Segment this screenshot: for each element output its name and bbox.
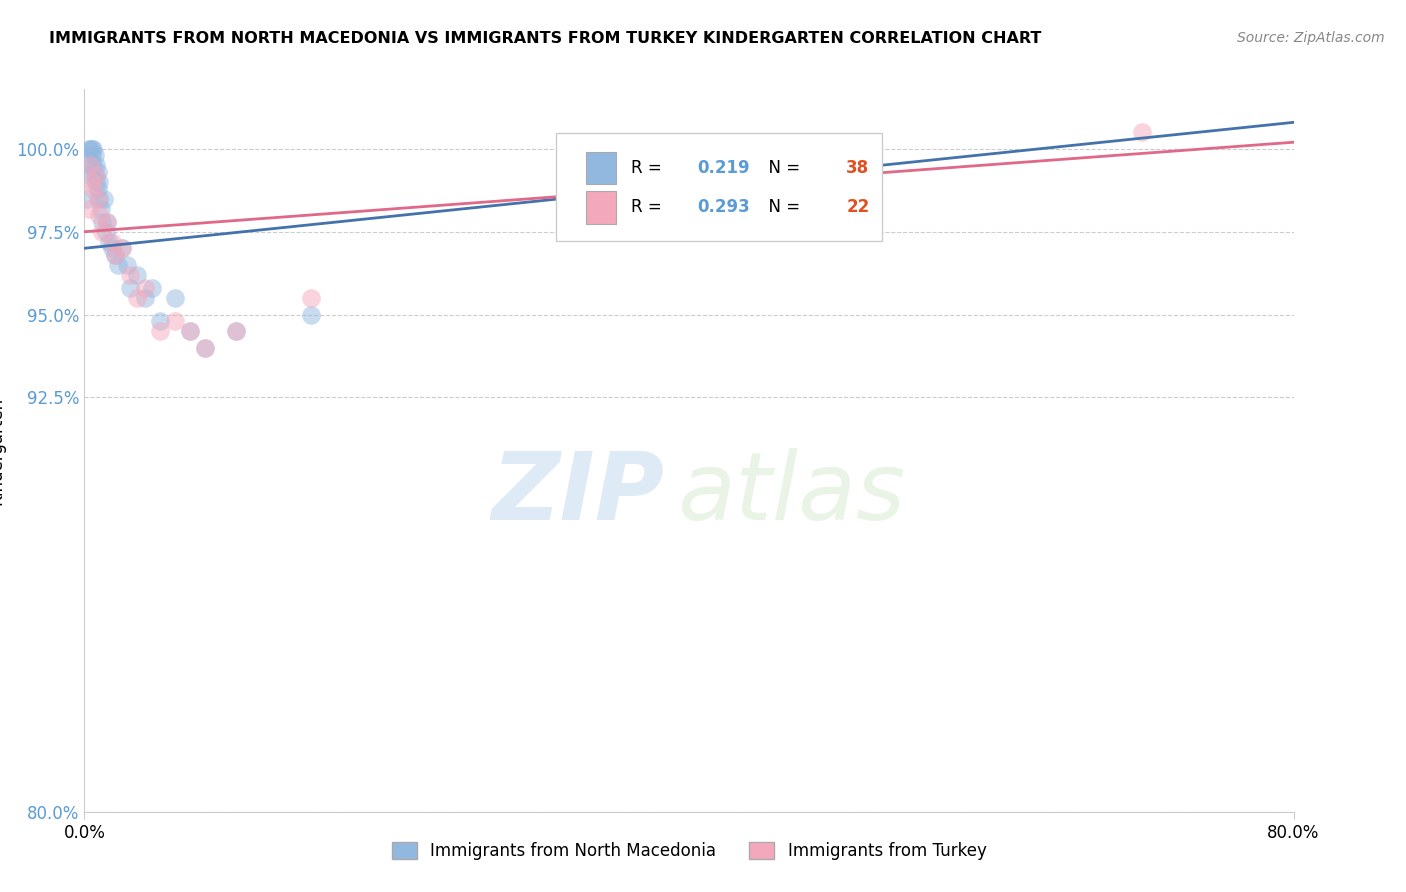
Point — [84, 169, 107, 183]
Point — [165, 314, 187, 328]
FancyBboxPatch shape — [586, 152, 616, 185]
Point — [104, 248, 127, 262]
FancyBboxPatch shape — [555, 133, 883, 241]
Point — [76, 192, 98, 206]
Point — [97, 235, 120, 249]
Point — [87, 165, 110, 179]
Point — [225, 324, 247, 338]
Point — [77, 169, 100, 183]
Point — [79, 158, 101, 172]
Point — [80, 142, 103, 156]
Text: 22: 22 — [846, 198, 869, 217]
Point — [115, 258, 138, 272]
FancyBboxPatch shape — [586, 191, 616, 224]
Point — [96, 215, 118, 229]
Point — [127, 291, 149, 305]
Point — [225, 324, 247, 338]
Point — [90, 202, 112, 216]
Point — [149, 314, 172, 328]
Point — [87, 192, 110, 206]
Point — [94, 225, 117, 239]
Point — [111, 241, 134, 255]
Text: 0.293: 0.293 — [697, 198, 751, 217]
Point — [194, 341, 217, 355]
Point — [89, 175, 111, 189]
Point — [91, 225, 114, 239]
Point — [79, 158, 101, 172]
Point — [299, 291, 322, 305]
Point — [77, 142, 100, 156]
Text: Source: ZipAtlas.com: Source: ZipAtlas.com — [1237, 31, 1385, 45]
Point — [82, 142, 104, 156]
Text: atlas: atlas — [676, 449, 905, 540]
Point — [80, 148, 103, 162]
Point — [104, 248, 127, 262]
Text: N =: N = — [758, 159, 806, 177]
Point — [89, 208, 111, 222]
Point — [86, 158, 108, 172]
Point — [134, 281, 156, 295]
Point — [100, 235, 122, 249]
Text: R =: R = — [631, 198, 666, 217]
Point — [179, 324, 201, 338]
Text: 0.219: 0.219 — [697, 159, 749, 177]
Y-axis label: Kindergarten: Kindergarten — [0, 396, 6, 505]
Point — [111, 241, 134, 255]
Point — [107, 258, 129, 272]
Point — [118, 268, 141, 282]
Point — [149, 324, 172, 338]
Point — [100, 241, 122, 255]
Text: 38: 38 — [846, 159, 869, 177]
Point — [93, 192, 115, 206]
Point — [299, 308, 322, 322]
Point — [118, 281, 141, 295]
Point — [96, 215, 118, 229]
Text: R =: R = — [631, 159, 666, 177]
Legend: Immigrants from North Macedonia, Immigrants from Turkey: Immigrants from North Macedonia, Immigra… — [384, 834, 994, 869]
Point — [86, 169, 108, 183]
Point — [179, 324, 201, 338]
Point — [79, 142, 101, 156]
Text: IMMIGRANTS FROM NORTH MACEDONIA VS IMMIGRANTS FROM TURKEY KINDERGARTEN CORRELATI: IMMIGRANTS FROM NORTH MACEDONIA VS IMMIG… — [49, 31, 1042, 46]
Point — [91, 215, 114, 229]
Point — [77, 202, 100, 216]
Point — [80, 175, 103, 189]
Point — [87, 181, 110, 195]
Point — [134, 291, 156, 305]
Text: N =: N = — [758, 198, 806, 217]
Point — [1132, 125, 1154, 139]
Point — [82, 158, 104, 172]
Point — [86, 175, 108, 189]
Point — [82, 181, 104, 195]
Text: ZIP: ZIP — [492, 448, 665, 540]
Point — [141, 281, 163, 295]
Point — [194, 341, 217, 355]
Point — [165, 291, 187, 305]
Point — [127, 268, 149, 282]
Point — [89, 192, 111, 206]
Point — [84, 148, 107, 162]
